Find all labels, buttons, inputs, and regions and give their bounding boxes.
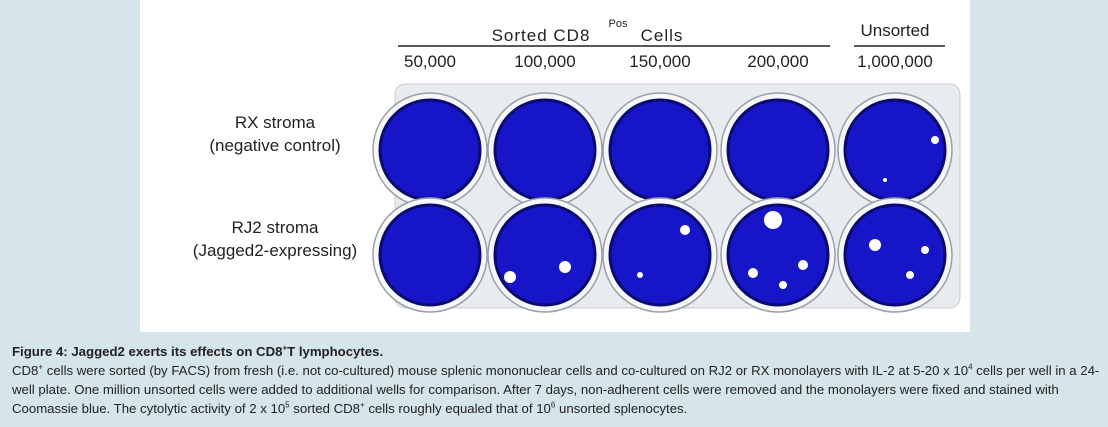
plaque (779, 281, 787, 289)
well (843, 98, 947, 202)
plaque (883, 178, 887, 182)
well (726, 98, 830, 202)
figure: Sorted CD8 Pos Cells Unsorted 50,000 100,… (140, 0, 970, 332)
superscript: + (359, 400, 365, 410)
caption: Figure 4: Jagged2 exerts its effects on … (12, 342, 1104, 418)
column-label: 150,000 (629, 52, 690, 71)
plaque (504, 271, 516, 283)
well (378, 98, 482, 202)
plaque (921, 246, 929, 254)
plaque (906, 271, 914, 279)
column-label: 1,000,000 (857, 52, 933, 71)
caption-body: CD8+ cells were sorted (by FACS) from fr… (12, 361, 1104, 418)
plaque (931, 136, 939, 144)
caption-title: Figure 4: Jagged2 exerts its effects on … (12, 342, 1104, 361)
caption-text: unsorted splenocytes. (555, 401, 688, 416)
column-label: 50,000 (404, 52, 456, 71)
header-sorted: Sorted CD8 (492, 26, 591, 45)
superscript: + (282, 343, 288, 353)
plaque (637, 272, 643, 278)
caption-text: cells per well in a 24- well plate. One … (12, 363, 1100, 416)
well (493, 203, 597, 307)
caption-text: cells roughly equaled that of 10 (364, 401, 551, 416)
plaque (559, 261, 571, 273)
plaque (798, 260, 808, 270)
row-name: RX stroma (235, 113, 316, 132)
row-note: (Jagged2-expressing) (193, 241, 357, 260)
plaque (869, 239, 881, 251)
plaque (680, 225, 690, 235)
well (608, 203, 712, 307)
well (378, 203, 482, 307)
caption-text: cells were sorted (by FACS) from fresh (… (43, 363, 969, 378)
header-unsorted: Unsorted (861, 21, 930, 40)
well (608, 98, 712, 202)
header-cells: Cells (641, 26, 684, 45)
row-name: RJ2 stroma (232, 218, 319, 237)
caption-text: Figure 4: Jagged2 exerts its effects on … (12, 344, 283, 359)
caption-text: CD8 (12, 363, 39, 378)
well (843, 203, 947, 307)
superscript: 4 (968, 362, 973, 372)
column-label: 100,000 (514, 52, 575, 71)
superscript: 5 (285, 400, 290, 410)
superscript: + (38, 362, 44, 372)
well (493, 98, 597, 202)
row-note: (negative control) (209, 136, 340, 155)
plaque (764, 211, 782, 229)
well (726, 203, 830, 307)
caption-text: sorted CD8 (289, 401, 360, 416)
column-label: 200,000 (747, 52, 808, 71)
header-sup: Pos (609, 18, 628, 30)
caption-text: T lymphocytes. (287, 344, 384, 359)
superscript: 6 (550, 400, 556, 410)
plaque (748, 268, 758, 278)
